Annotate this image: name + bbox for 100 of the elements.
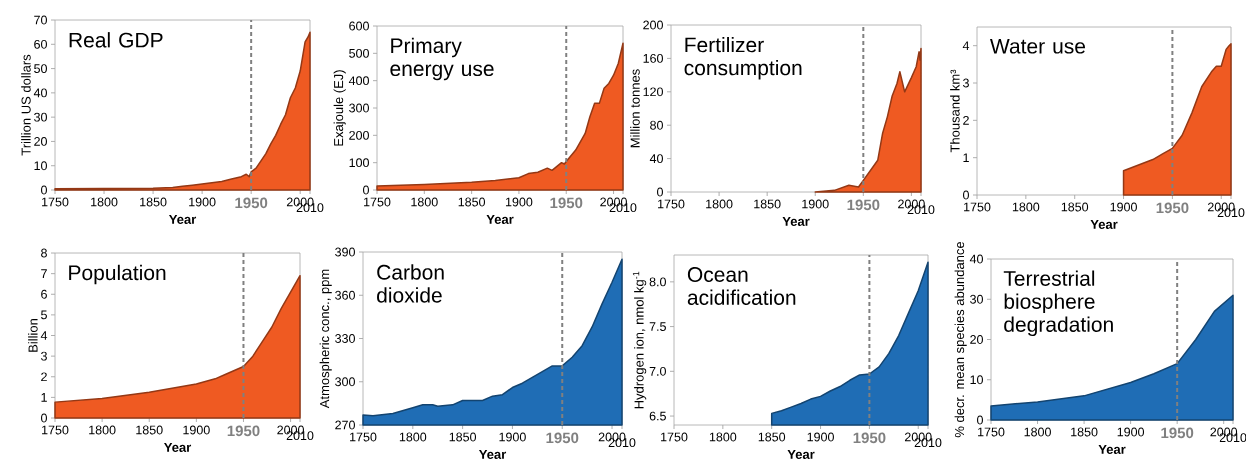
x-tick-label: 1900 (1110, 202, 1137, 212)
x-tick-label: 1850 (758, 432, 786, 442)
x-tick-label: 1750 (42, 197, 69, 207)
x-tick-label: 1850 (754, 199, 781, 209)
x-tick-label: 1900 (802, 199, 829, 209)
x-tick-label: 1750 (42, 425, 69, 435)
x-tick-label: 1850 (136, 425, 163, 435)
chart-title: Water use (990, 38, 1086, 54)
x-tick-label: 1900 (1117, 427, 1145, 437)
y-axis-title: Atmospheric conc., ppm (319, 269, 332, 409)
x-tick-label: 1750 (661, 432, 688, 442)
x-axis-title: Year (1090, 219, 1118, 229)
x-tick-label: 1950 (1156, 202, 1189, 214)
y-tick-label: 270 (335, 420, 355, 430)
y-tick-label: 70 (34, 15, 47, 25)
x-tick-label: 1850 (449, 432, 477, 442)
x-tick-label: 1950 (853, 432, 886, 444)
x-tick-label: 1850 (1071, 427, 1098, 437)
y-tick-label: 600 (349, 21, 369, 31)
y-tick-label: 80 (650, 120, 663, 130)
y-tick-label: 1 (963, 153, 969, 162)
y-tick-label: 6 (41, 289, 47, 299)
text: Ocean acidification (687, 267, 796, 305)
y-tick-label: 0 (977, 415, 983, 425)
x-tick-label: 1900 (189, 197, 216, 207)
y-tick-label: 2 (41, 372, 47, 382)
x-tick-label: 1950 (550, 197, 583, 209)
y-tick-label: 20 (970, 335, 983, 344)
y-tick-label: 30 (34, 112, 47, 122)
x-axis-title: Year (486, 214, 514, 224)
x-tick-label: 1800 (1024, 427, 1051, 437)
y-tick-label: 40 (33, 88, 47, 98)
y-tick-label: 3 (963, 78, 969, 88)
y-tick-label: 160 (643, 53, 663, 63)
y-tick-label: 400 (348, 76, 369, 86)
x-tick-label: 1800 (89, 425, 116, 435)
y-axis-title: Exajoule (EJ) (333, 70, 346, 146)
y-tick-label: 4 (962, 41, 970, 50)
x-tick-label: 1900 (183, 425, 210, 435)
x-tick-label: 1850 (1061, 202, 1089, 212)
x-tick-label: 1800 (411, 197, 438, 207)
text: Carbon dioxide (377, 264, 444, 303)
x-tick-label: 1800 (91, 197, 118, 207)
x-tick-label: 1900 (499, 432, 526, 442)
y-tick-label: 30 (970, 294, 983, 304)
x-tick-label: 1750 (978, 427, 1005, 437)
y-tick-label: 10 (970, 375, 983, 385)
x-tick-label: 1750 (658, 199, 685, 209)
y-tick-label: 0 (41, 185, 47, 195)
y-tick-label: 7.0 (649, 366, 666, 376)
x-tick-label: 1750 (350, 432, 377, 442)
y-tick-label: 4 (40, 331, 48, 340)
text: Primary energy use (390, 37, 494, 81)
x-tick-label: 1750 (364, 197, 391, 207)
x-axis-title: Year (163, 442, 192, 452)
y-tick-label: 60 (34, 39, 47, 49)
y-tick-label: 100 (349, 158, 369, 168)
y-axis-title: Thousand km³ (950, 69, 960, 153)
y-tick-label: 10 (34, 161, 47, 171)
y-tick-label: 5 (41, 310, 47, 320)
y-axis-title: Trillion US dollars (21, 54, 31, 156)
y-tick-label: 0 (963, 190, 969, 200)
y-tick-label: 7 (41, 269, 47, 278)
y-tick-label: 390 (335, 247, 355, 257)
y-tick-label: 20 (34, 137, 47, 146)
y-axis-title: % decr. mean species abundance (954, 241, 967, 438)
y-tick-label: 40 (649, 154, 663, 164)
y-tick-label: 0 (363, 185, 369, 195)
y-tick-label: 330 (335, 334, 355, 343)
y-tick-label: 200 (643, 20, 663, 30)
y-tick-label: 200 (349, 130, 369, 140)
x-tick-label: 1900 (505, 197, 533, 207)
y-tick-label: 7.5 (649, 322, 666, 331)
x-tick-label: 1800 (706, 199, 733, 209)
y-tick-label: 3 (40, 351, 47, 361)
x-tick-label: 1800 (709, 432, 737, 442)
x-axis-title: Year (478, 449, 507, 459)
y-tick-label: 8 (41, 248, 47, 258)
y-tick-label: 120 (643, 87, 663, 97)
x-tick-label: 1950 (1161, 427, 1194, 439)
x-tick-label: 1750 (964, 202, 991, 212)
y-tick-label: 8.0 (649, 277, 666, 287)
y-axis-title: Million tonnes (630, 69, 640, 148)
x-tick-label: 1800 (399, 432, 427, 442)
y-tick-label: 50 (34, 64, 47, 74)
chart-title: Real GDP (69, 32, 163, 48)
y-tick-label: 0 (41, 413, 47, 423)
y-tick-label: 40 (969, 254, 983, 264)
x-tick-label: 1950 (227, 425, 260, 437)
x-axis-title: Year (168, 214, 197, 224)
x-tick-label: 1950 (847, 199, 880, 211)
x-tick-label: 1950 (235, 197, 268, 209)
y-tick-label: 360 (335, 290, 355, 300)
x-tick-label: 1900 (807, 432, 834, 442)
y-tick-label: 6.5 (649, 411, 666, 421)
x-axis-title: Year (782, 216, 810, 226)
y-tick-label: 1 (41, 393, 47, 402)
y-tick-label: 300 (349, 103, 369, 113)
x-tick-label: 1850 (140, 197, 167, 207)
y-tick-label: 300 (335, 377, 355, 387)
